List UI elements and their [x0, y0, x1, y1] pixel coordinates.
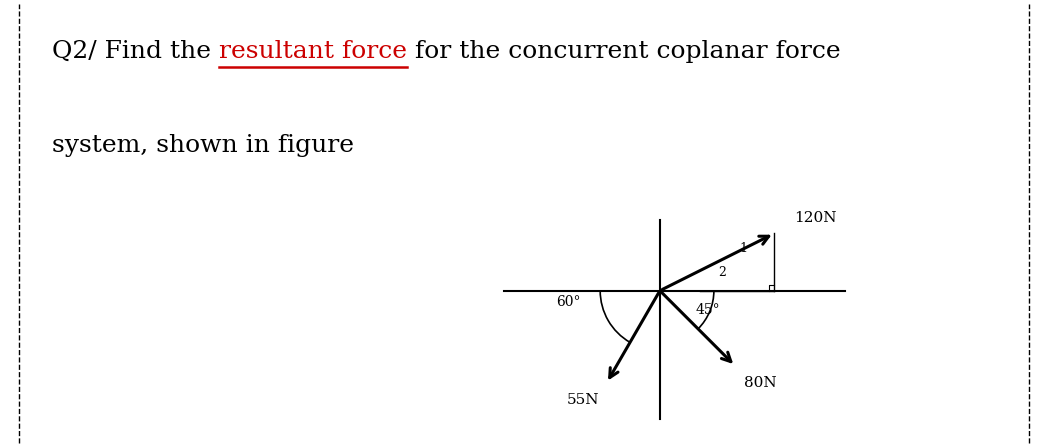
Text: 1: 1	[740, 242, 747, 255]
Text: 45°: 45°	[696, 304, 720, 317]
Text: 2: 2	[719, 266, 726, 279]
Text: 80N: 80N	[744, 376, 777, 390]
Text: Q2/ Find the: Q2/ Find the	[52, 40, 219, 63]
Text: 55N: 55N	[567, 393, 599, 407]
Text: system, shown in figure: system, shown in figure	[52, 134, 354, 157]
Text: 120N: 120N	[794, 211, 836, 225]
Text: for the concurrent coplanar force: for the concurrent coplanar force	[408, 40, 842, 63]
Text: resultant force: resultant force	[219, 40, 408, 63]
Text: 60°: 60°	[555, 295, 581, 309]
